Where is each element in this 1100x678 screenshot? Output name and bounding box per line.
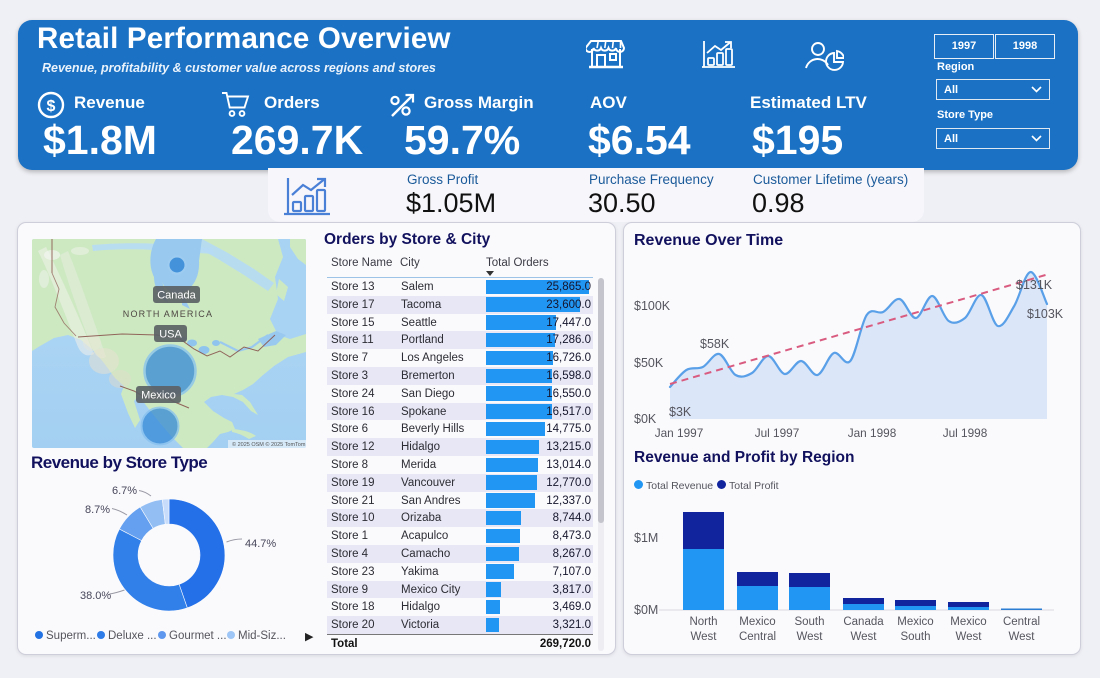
svg-text:8.7%: 8.7%	[85, 504, 110, 516]
svg-text:$3K: $3K	[669, 405, 692, 419]
svg-text:Mexico: Mexico	[897, 616, 933, 628]
svg-text:Mexico: Mexico	[141, 390, 176, 402]
svg-text:$103K: $103K	[1027, 307, 1064, 321]
svg-text:South: South	[794, 616, 824, 628]
svg-text:$1M: $1M	[634, 531, 658, 545]
svg-text:NORTH AMERICA: NORTH AMERICA	[123, 309, 213, 319]
svg-text:West: West	[956, 631, 983, 643]
svg-text:Jan 1997: Jan 1997	[655, 426, 704, 440]
svg-text:$0K: $0K	[634, 412, 657, 426]
svg-text:South: South	[900, 631, 930, 643]
svg-text:Jul 1998: Jul 1998	[943, 426, 988, 440]
svg-text:$50K: $50K	[634, 356, 664, 370]
svg-text:Canada: Canada	[843, 616, 884, 628]
svg-text:$100K: $100K	[634, 299, 671, 313]
svg-text:West: West	[1009, 631, 1036, 643]
svg-text:$: $	[47, 98, 56, 115]
svg-text:West: West	[797, 631, 824, 643]
svg-text:$58K: $58K	[700, 337, 730, 351]
svg-text:© 2025 OSM © 2025 TomTom Feedb: © 2025 OSM © 2025 TomTom Feedback	[232, 441, 306, 448]
svg-text:Jan 1998: Jan 1998	[848, 426, 897, 440]
svg-text:44.7%: 44.7%	[245, 538, 276, 550]
svg-text:6.7%: 6.7%	[112, 485, 137, 497]
svg-text:North: North	[689, 616, 717, 628]
svg-text:$131K: $131K	[1016, 278, 1053, 292]
svg-text:Jul 1997: Jul 1997	[755, 426, 800, 440]
svg-text:Central: Central	[739, 631, 776, 643]
svg-text:Canada: Canada	[157, 290, 196, 302]
svg-text:USA: USA	[159, 329, 182, 341]
svg-text:$0M: $0M	[634, 603, 658, 617]
svg-text:38.0%: 38.0%	[80, 590, 111, 602]
svg-text:West: West	[851, 631, 878, 643]
svg-text:West: West	[691, 631, 718, 643]
svg-text:Mexico: Mexico	[950, 616, 986, 628]
svg-text:Central: Central	[1003, 616, 1040, 628]
svg-text:Mexico: Mexico	[739, 616, 775, 628]
